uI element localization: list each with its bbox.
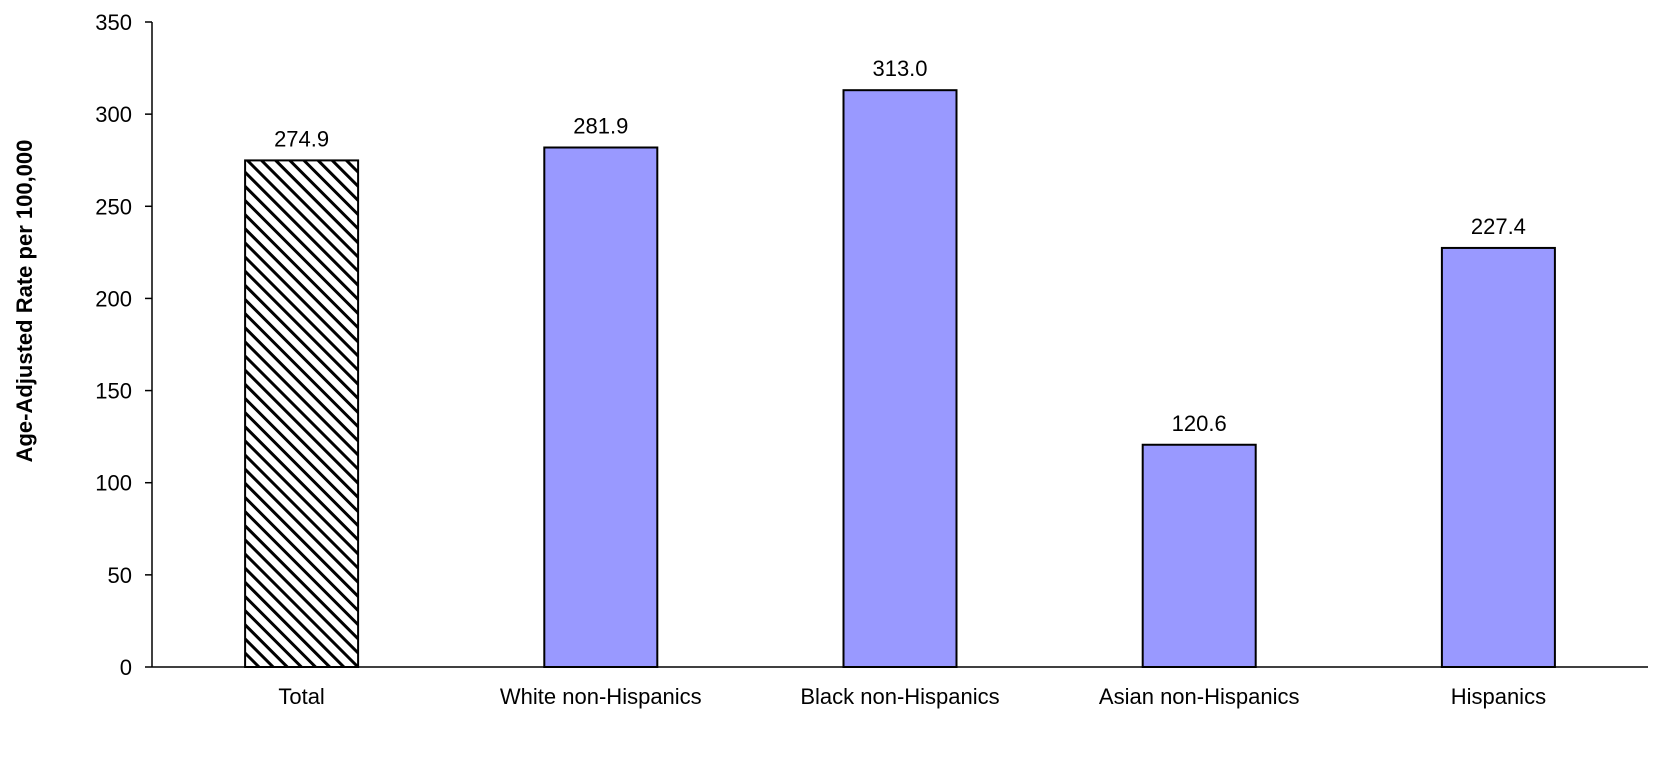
data-label: 274.9 <box>274 126 329 151</box>
y-tick-label: 200 <box>95 286 132 311</box>
x-tick-label: Asian non-Hispanics <box>1099 684 1300 709</box>
x-axis: Total White non-Hispanics Black non-Hispan… <box>152 666 1648 709</box>
y-tick-label: 250 <box>95 194 132 219</box>
data-label: 281.9 <box>573 113 628 138</box>
data-label: 227.4 <box>1471 214 1526 239</box>
y-tick-label: 50 <box>108 563 132 588</box>
y-tick-label: 150 <box>95 379 132 404</box>
y-tick-label: 0 <box>120 655 132 680</box>
y-axis: 0 50 100 150 200 250 300 350 <box>95 10 153 680</box>
bars-group: 274.9 281.9 313.0 120.6 227.4 <box>244 56 1556 669</box>
data-label: 313.0 <box>872 56 927 81</box>
data-label: 120.6 <box>1172 411 1227 436</box>
bar-white-non-hispanics <box>543 146 659 668</box>
x-tick-label: Total <box>278 684 324 709</box>
y-tick-label: 350 <box>95 10 132 35</box>
x-tick-label: Black non-Hispanics <box>800 684 999 709</box>
bar-hispanics <box>1440 246 1556 668</box>
x-tick-label: Hispanics <box>1451 684 1546 709</box>
bar-black-non-hispanics <box>842 89 958 668</box>
bar-total <box>244 159 360 669</box>
y-tick-label: 300 <box>95 102 132 127</box>
y-tick-label: 100 <box>95 471 132 496</box>
bar-asian-non-hispanics <box>1141 443 1257 668</box>
y-axis-title: Age-Adjusted Rate per 100,000 <box>12 140 37 463</box>
x-tick-label: White non-Hispanics <box>500 684 702 709</box>
